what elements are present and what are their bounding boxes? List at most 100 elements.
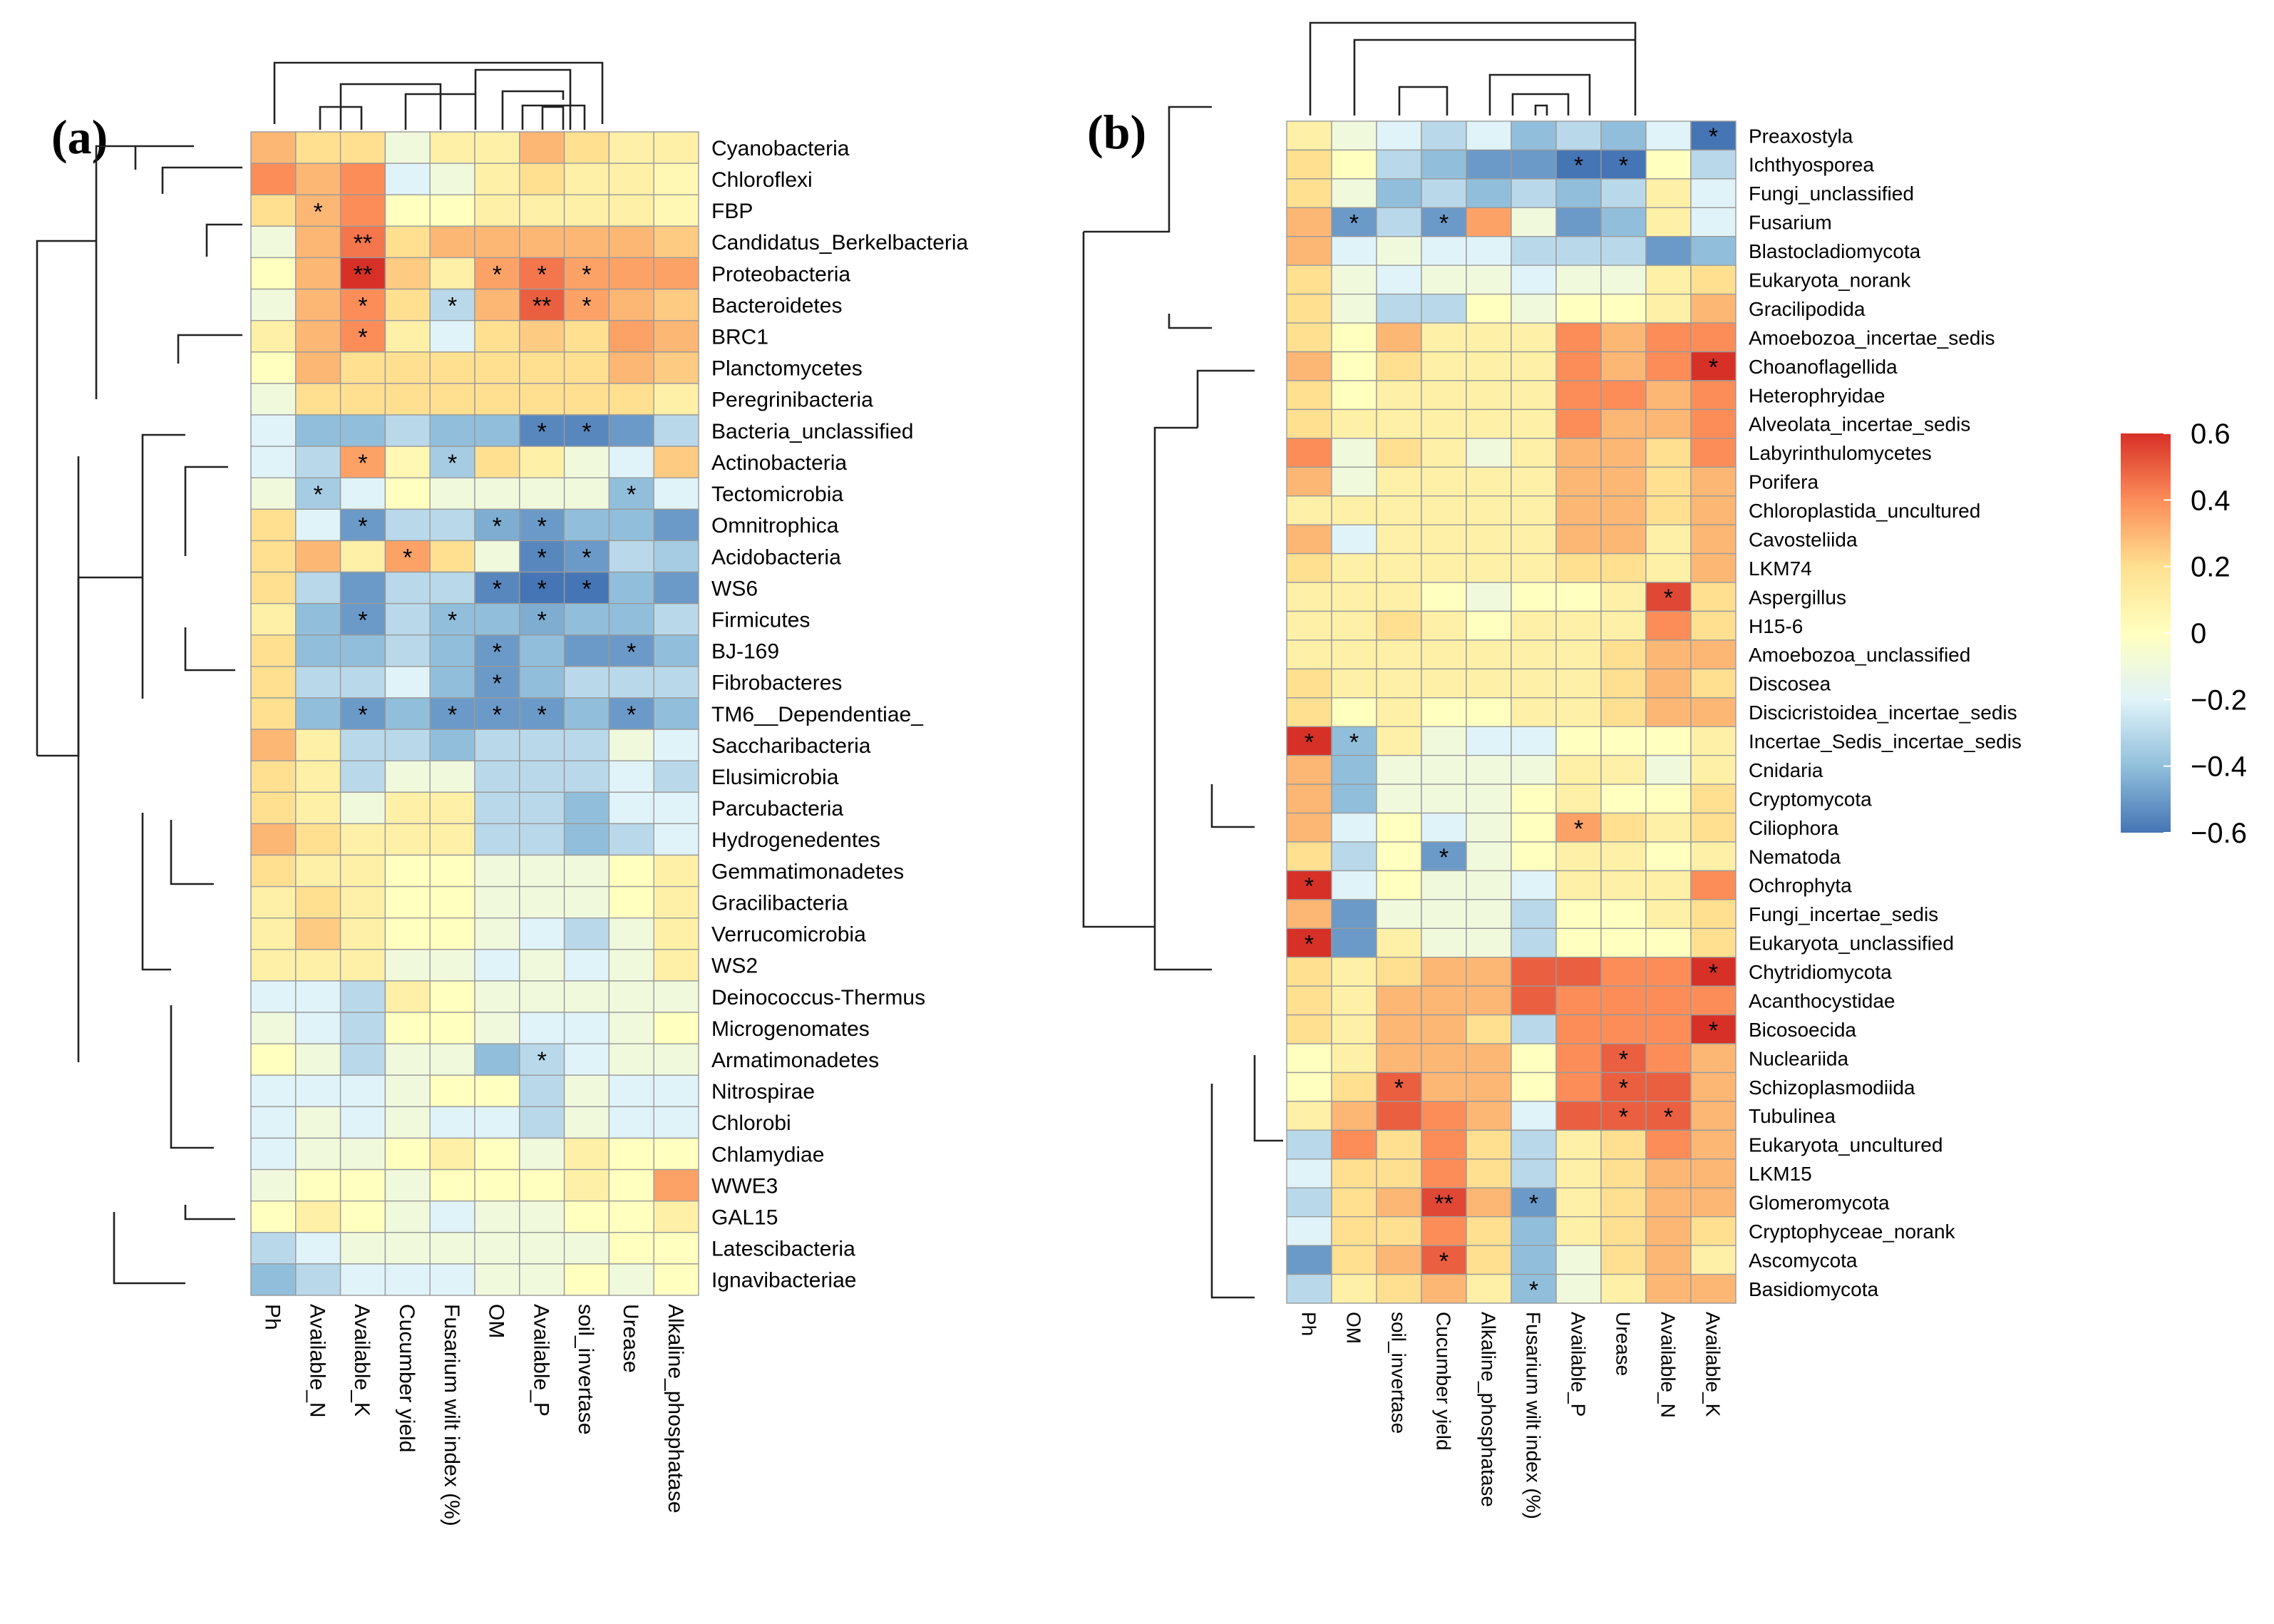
heatmap-cell (1331, 1043, 1377, 1074)
heatmap-cell (1600, 293, 1647, 324)
row-label: LKM15 (1749, 1163, 1812, 1185)
significance-marker: * (537, 544, 547, 571)
significance-marker: * (493, 513, 502, 540)
heatmap-cell (250, 1137, 297, 1171)
row-label: Preaxostyla (1749, 125, 1853, 147)
heatmap-cell (1690, 495, 1737, 525)
heatmap-cell (429, 666, 475, 699)
heatmap-cell (1555, 1014, 1602, 1044)
row-label: Bacteria_unclassified (711, 420, 914, 443)
heatmap-cell (339, 949, 386, 982)
heatmap-cell (295, 823, 341, 856)
heatmap-cell (1376, 1071, 1422, 1102)
dendrogram-branch (1398, 86, 1449, 115)
heatmap-cell (429, 791, 475, 825)
heatmap-cell (653, 885, 699, 919)
heatmap-cell (339, 1043, 386, 1076)
heatmap-cell (1331, 783, 1377, 814)
heatmap-cell (1690, 1129, 1737, 1160)
heatmap-cell (474, 319, 520, 353)
heatmap-cell (653, 1200, 699, 1233)
heatmap-cell (1600, 1273, 1647, 1304)
significance-marker: ** (354, 230, 372, 257)
heatmap-cell (563, 163, 610, 195)
heatmap-cell (519, 131, 565, 164)
heatmap-cell (1690, 264, 1737, 295)
heatmap-cell (295, 477, 341, 510)
heatmap-cell (1331, 408, 1377, 439)
dendrogram-branch (184, 466, 228, 556)
row-label: Cnidaria (1749, 759, 1823, 781)
row-label: Microgenomates (711, 1017, 870, 1041)
dendrogram-branch (170, 820, 214, 885)
heatmap-cell (1421, 985, 1467, 1016)
heatmap-cell (474, 918, 520, 950)
heatmap-cell (295, 1168, 341, 1202)
heatmap-cell (653, 163, 699, 195)
heatmap-cell (1421, 293, 1467, 324)
heatmap-cell (1511, 120, 1557, 151)
heatmap-cell (1600, 553, 1647, 583)
heatmap-cell (1555, 524, 1602, 555)
column-label: soil_invertase (1387, 1312, 1409, 1434)
significance-marker: * (448, 450, 457, 477)
heatmap-cell (250, 571, 297, 605)
heatmap-cell (384, 288, 431, 322)
heatmap-cell (608, 319, 654, 353)
heatmap-cell (1690, 1071, 1737, 1102)
heatmap-cell (519, 194, 565, 227)
row-label: Labyrinthulomycetes (1749, 442, 1932, 464)
heatmap-cell (429, 225, 475, 259)
heatmap-cell (1645, 236, 1692, 266)
row-label: Eukaryota_unclassified (1749, 932, 1954, 955)
heatmap-cell (339, 194, 386, 227)
heatmap-cell (1600, 754, 1647, 785)
heatmap-cell (295, 225, 341, 259)
significance-marker: * (358, 450, 367, 477)
heatmap-cell (1286, 927, 1332, 958)
row-label: Saccharibacteria (711, 734, 871, 758)
heatmap-cell (608, 634, 654, 667)
heatmap-cell (1690, 1273, 1737, 1304)
row-label: Chloroplastida_uncultured (1749, 500, 1980, 522)
dendrogram-branch (1210, 1084, 1255, 1299)
heatmap-cell (1555, 927, 1602, 958)
heatmap-cell (1690, 582, 1737, 612)
heatmap-cell (653, 540, 699, 573)
heatmap-cell (384, 257, 431, 290)
heatmap-cell (1511, 1129, 1557, 1160)
significance-marker: * (1349, 729, 1359, 756)
heatmap-cell (1555, 322, 1602, 353)
heatmap-cell (563, 729, 610, 761)
heatmap-cell (474, 949, 520, 982)
heatmap-cell (1376, 610, 1422, 641)
heatmap-cell (384, 1106, 431, 1139)
heatmap-cell (1421, 322, 1467, 353)
column-label: Urease (1612, 1312, 1634, 1376)
heatmap-cell (1511, 293, 1557, 324)
heatmap-cell (563, 257, 610, 290)
heatmap-cell (339, 980, 386, 1013)
significance-marker: * (627, 481, 636, 508)
heatmap-cell (608, 729, 654, 761)
heatmap-cell (1645, 322, 1692, 353)
row-label: BJ-169 (711, 640, 779, 664)
dendrogram-branch (37, 456, 80, 757)
heatmap-cell (608, 823, 654, 856)
heatmap-cell (1376, 870, 1422, 900)
heatmap-cell (1286, 1187, 1332, 1218)
significance-marker: * (1349, 210, 1359, 237)
heatmap-cell (250, 1168, 297, 1202)
row-label: Latescibacteria (711, 1238, 855, 1261)
heatmap-cell (1466, 1273, 1512, 1304)
heatmap-cell (1286, 754, 1332, 785)
heatmap-cell (1555, 812, 1602, 843)
significance-marker: * (1619, 1046, 1628, 1073)
heatmap-cell (1466, 726, 1512, 756)
heatmap-cell (429, 1200, 475, 1233)
heatmap-cell (1645, 985, 1692, 1016)
heatmap-cell (1555, 495, 1602, 525)
heatmap-cell (295, 383, 341, 416)
row-label: FBP (711, 200, 753, 223)
color-legend: 0.6 0.4 0.2 0 −0.2 −0.4 −0.6 (2121, 418, 2247, 849)
